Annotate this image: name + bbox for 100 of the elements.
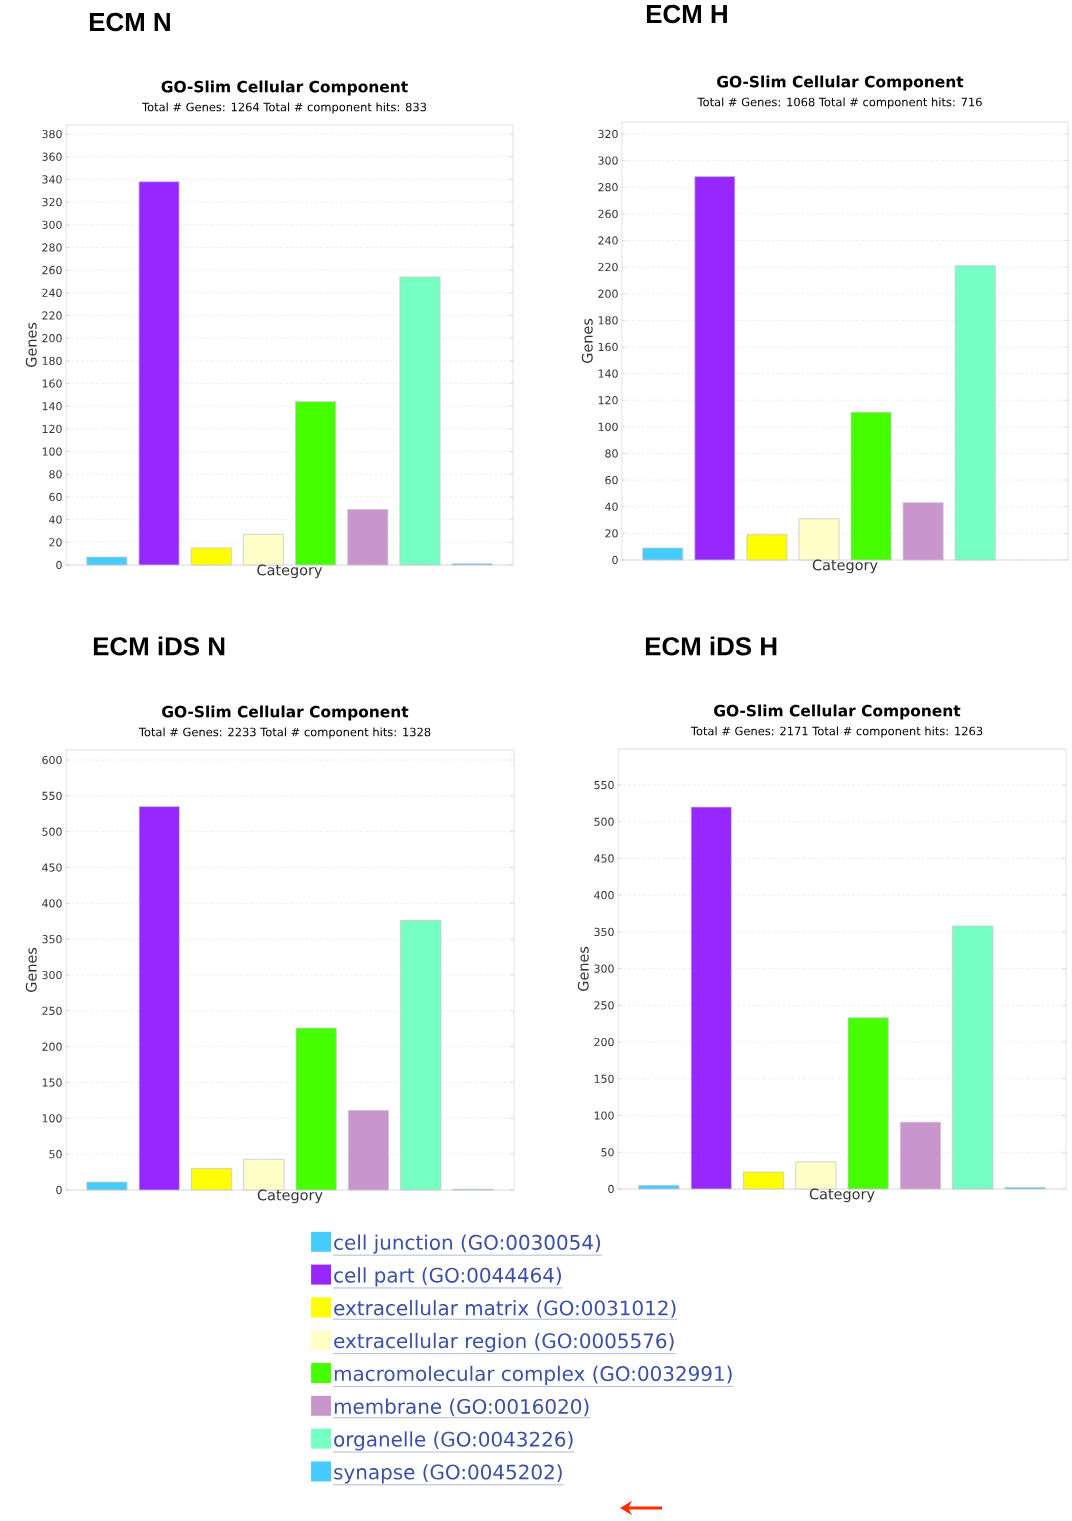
bar: [694, 176, 736, 561]
legend-label: cell part (GO:0044464): [334, 1267, 561, 1287]
legend-label: extracellular region (GO:0005576): [334, 1332, 674, 1353]
legend-label: extracellular matrix (GO:0031012): [334, 1300, 676, 1318]
chart-subtitle: GO-Slim Cellular Component: [714, 704, 961, 720]
bar: [242, 533, 284, 566]
bar: [954, 265, 996, 561]
y-tick-label: 100: [594, 1111, 614, 1120]
y-axis-title: Genes: [25, 947, 37, 993]
y-tick-label: 200: [598, 289, 618, 298]
chart-title: ECM H: [646, 4, 727, 24]
chart-title: ECM N: [89, 12, 170, 32]
y-tick-label: 120: [42, 424, 62, 434]
y-axis-title: Genes: [25, 322, 37, 367]
bar: [86, 1181, 128, 1191]
bar: [86, 556, 128, 566]
y-tick-label: 280: [42, 243, 62, 252]
y-tick-label: 320: [42, 197, 62, 207]
y-tick-label: 550: [594, 780, 614, 790]
chart-title: ECM iDS H: [645, 636, 777, 656]
y-tick-label: 260: [598, 209, 618, 218]
bar: [746, 534, 788, 561]
bar: [798, 518, 840, 561]
bar: [902, 502, 944, 561]
y-tick-label: 250: [42, 1006, 62, 1015]
chart-title: ECM iDS N: [93, 636, 225, 656]
y-tick-label: 550: [42, 791, 62, 800]
text: Total # Genes: 1068 Total # component hits: 716: [697, 97, 982, 109]
y-tick-label: 60: [605, 475, 618, 485]
legend-label: cell junction (GO:0030054): [334, 1234, 601, 1254]
y-tick-label: 200: [42, 1042, 62, 1051]
chart-subtitle: GO-Slim Cellular Component: [717, 75, 964, 91]
y-tick-label: 250: [594, 1001, 614, 1010]
bar: [295, 401, 337, 566]
x-axis-title: Category: [257, 564, 323, 579]
y-tick-label: 340: [42, 175, 62, 184]
x-axis-title: Category: [809, 1188, 875, 1203]
y-tick-label: 200: [42, 334, 62, 343]
text: Total # Genes: 1264 Total # component hits: 833: [142, 102, 427, 114]
bar: [850, 411, 892, 561]
y-tick-label: 240: [598, 236, 618, 245]
y-tick-label: 120: [598, 396, 618, 405]
legend-label: synapse (GO:0045202): [334, 1464, 562, 1484]
y-tick-label: 50: [49, 1150, 62, 1159]
x-axis-title: Category: [812, 559, 878, 574]
bar: [138, 806, 180, 1191]
bar: [847, 1017, 889, 1190]
bar: [743, 1171, 785, 1190]
bar: [347, 1110, 389, 1191]
y-tick-label: 360: [42, 152, 62, 161]
bar: [899, 1121, 942, 1190]
y-tick-label: 300: [42, 970, 62, 980]
chart-subtitle: GO-Slim Cellular Component: [161, 80, 408, 96]
legend-label: macromolecular complex (GO:0032991): [334, 1365, 732, 1385]
bar: [795, 1161, 837, 1190]
y-tick-label: 180: [42, 356, 62, 366]
y-tick-label: 40: [49, 515, 62, 524]
y-tick-label: 220: [42, 311, 62, 320]
y-tick-label: 500: [42, 827, 62, 836]
y-tick-label: 300: [594, 964, 614, 973]
chart-subtitle: GO-Slim Cellular Component: [162, 705, 409, 721]
y-tick-label: 20: [605, 529, 618, 538]
bar: [295, 1027, 337, 1191]
y-tick-label: 0: [56, 1185, 62, 1195]
y-tick-label: 140: [42, 402, 62, 411]
y-tick-label: 50: [601, 1148, 614, 1157]
y-tick-label: 0: [56, 560, 62, 570]
y-tick-label: 140: [598, 369, 618, 378]
y-tick-label: 150: [42, 1078, 62, 1087]
bar: [190, 547, 232, 566]
y-tick-label: 100: [598, 422, 618, 431]
y-tick-label: 100: [42, 447, 62, 456]
y-tick-label: 350: [594, 927, 614, 937]
y-tick-label: 40: [605, 502, 618, 511]
y-tick-label: 380: [42, 129, 62, 139]
y-tick-label: 80: [605, 449, 618, 458]
x-axis-title: Category: [257, 1189, 323, 1204]
y-tick-label: 280: [598, 183, 618, 192]
text: Total # Genes: 2171 Total # component hits: 1263: [690, 726, 983, 738]
y-tick-label: 60: [49, 492, 62, 502]
y-axis-title: Genes: [581, 318, 593, 363]
y-tick-label: 100: [42, 1114, 62, 1123]
y-tick-label: 450: [42, 863, 62, 872]
y-tick-label: 160: [598, 342, 618, 352]
y-tick-label: 20: [49, 538, 62, 547]
y-tick-label: 320: [598, 129, 618, 139]
y-tick-label: 350: [42, 935, 62, 944]
bar: [952, 925, 994, 1190]
y-tick-label: 300: [42, 220, 62, 229]
y-tick-label: 600: [42, 755, 62, 765]
y-tick-label: 500: [594, 817, 614, 826]
y-tick-label: 0: [612, 555, 618, 565]
y-tick-label: 300: [598, 156, 618, 165]
y-axis-title: Genes: [577, 946, 589, 992]
bar: [243, 1158, 285, 1191]
text: Total # Genes: 2233 Total # component hits: 1328: [138, 727, 431, 739]
bar: [347, 509, 389, 566]
legend-label: organelle (GO:0043226): [334, 1431, 573, 1451]
y-tick-label: 260: [42, 266, 62, 275]
bar: [138, 181, 180, 566]
